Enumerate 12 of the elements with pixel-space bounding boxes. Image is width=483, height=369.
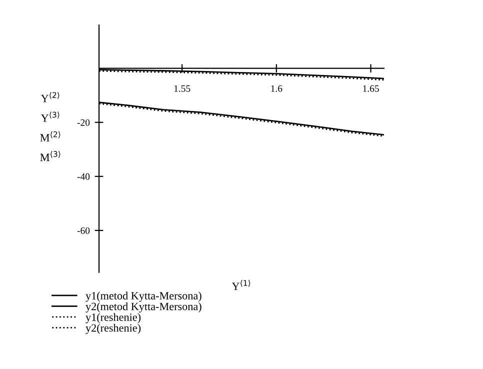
x-tick-label: 1.65 [363,85,379,92]
legend-label: y2(metod Kytta-Mersona) [86,302,202,313]
legend-label: y2(reshenie) [86,324,141,334]
x-axis-title: Y$^{⟨1⟩}$ [232,280,250,290]
y-tick-label: -40 [77,173,90,180]
legend-label: y1(reshenie) [86,313,141,324]
text: Y$^{⟨2⟩}$ Y$^{⟨3⟩}$ M$^{⟨2⟩}$ M$^{⟨3⟩}$ [40,92,60,162]
y-tick-label: -20 [77,119,90,126]
legend-label: y1(metod Kytta-Mersona) [86,292,202,302]
x-tick-label: 1.6 [271,85,282,92]
x-tick-label: 1.55 [174,85,190,92]
y-tick-label: -60 [77,227,90,234]
